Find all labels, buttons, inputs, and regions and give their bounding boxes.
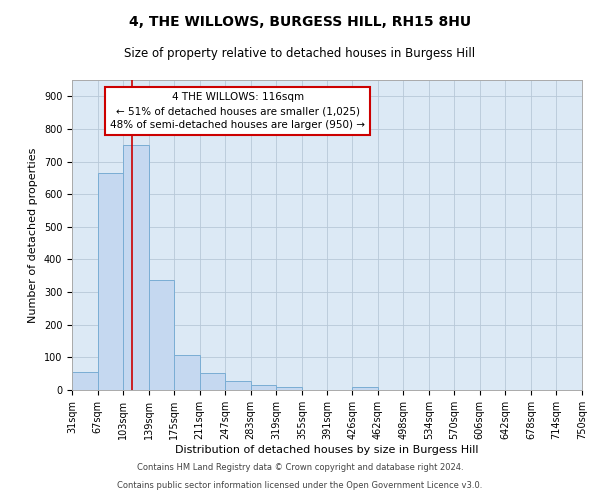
- Bar: [123, 146, 149, 390]
- X-axis label: Distribution of detached houses by size in Burgess Hill: Distribution of detached houses by size …: [175, 444, 479, 454]
- Bar: [276, 386, 302, 390]
- Y-axis label: Number of detached properties: Number of detached properties: [28, 148, 38, 322]
- Bar: [149, 280, 174, 390]
- Text: 4 THE WILLOWS: 116sqm
← 51% of detached houses are smaller (1,025)
48% of semi-d: 4 THE WILLOWS: 116sqm ← 51% of detached …: [110, 92, 365, 130]
- Text: 4, THE WILLOWS, BURGESS HILL, RH15 8HU: 4, THE WILLOWS, BURGESS HILL, RH15 8HU: [129, 15, 471, 29]
- Bar: [225, 381, 251, 390]
- Bar: [352, 388, 378, 390]
- Bar: [174, 355, 200, 390]
- Bar: [98, 173, 123, 390]
- Text: Contains public sector information licensed under the Open Government Licence v3: Contains public sector information licen…: [118, 481, 482, 490]
- Bar: [72, 372, 98, 390]
- Bar: [251, 385, 276, 390]
- Bar: [200, 373, 225, 390]
- Text: Size of property relative to detached houses in Burgess Hill: Size of property relative to detached ho…: [124, 48, 476, 60]
- Text: Contains HM Land Registry data © Crown copyright and database right 2024.: Contains HM Land Registry data © Crown c…: [137, 464, 463, 472]
